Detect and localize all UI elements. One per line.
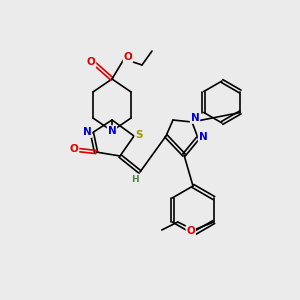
Text: N: N xyxy=(199,132,207,142)
Text: S: S xyxy=(135,130,143,140)
Text: O: O xyxy=(70,144,78,154)
Text: O: O xyxy=(124,52,132,62)
Text: O: O xyxy=(87,57,95,67)
Text: O: O xyxy=(186,226,195,236)
Text: N: N xyxy=(190,113,200,123)
Text: H: H xyxy=(131,175,139,184)
Text: N: N xyxy=(82,127,91,137)
Text: N: N xyxy=(108,126,116,136)
